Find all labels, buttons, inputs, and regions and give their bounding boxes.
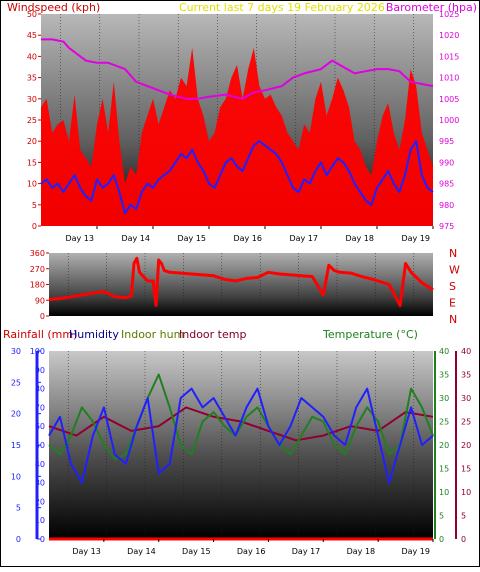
temperature-axis-title: Temperature (°C) <box>322 328 418 341</box>
wind-left-tick-label: 30 <box>27 95 37 104</box>
direction-left-tick-label: 270 <box>30 265 45 274</box>
wind-right-tick-label: 1020 <box>439 31 459 40</box>
humidity-tick-label: 100 <box>30 347 45 356</box>
humidity-tick-label: 0 <box>40 535 45 544</box>
rain-tick-label: 20 <box>11 410 21 419</box>
windspeed-area <box>41 47 433 227</box>
wind-xtick-label: Day 18 <box>345 234 374 243</box>
wind-left-tick-label: 45 <box>27 31 37 40</box>
temp-xtick-label: Day 13 <box>72 547 101 556</box>
wind-left-tick-label: 40 <box>27 52 37 61</box>
gust-line <box>40 140 434 215</box>
humidity-line <box>48 387 434 484</box>
humidity-tick-label: 90 <box>35 366 45 375</box>
temp-tick-label-b: 35 <box>461 371 471 380</box>
wind-left-tick-label: 15 <box>27 158 37 167</box>
indoor-hum-title: Indoor hum <box>121 328 184 341</box>
temp-tick-label-b: 30 <box>461 394 471 403</box>
temp-tick-label-a: 35 <box>439 371 449 380</box>
temp-tick-label-a: 40 <box>439 347 449 356</box>
wind-right-tick-label: 985 <box>439 180 454 189</box>
wind-left-tick-label: 35 <box>27 74 37 83</box>
wind-left-tick-label: 50 <box>27 10 37 19</box>
wind-right-tick-label: 1025 <box>439 10 459 19</box>
humidity-tick-label: 40 <box>35 460 45 469</box>
wind-left-tick-label: 20 <box>27 137 37 146</box>
wind-right-tick-label: 990 <box>439 158 454 167</box>
wind-xtick-label: Day 15 <box>177 234 206 243</box>
rain-tick-label: 15 <box>11 441 21 450</box>
barometer-line <box>41 38 434 100</box>
humidity-axis-title: Humidity <box>69 328 119 341</box>
temp-tick-label-a: 25 <box>439 418 449 427</box>
direction-letter: N <box>449 313 457 326</box>
rain-tick-label: 5 <box>16 504 21 513</box>
temp-xtick-label: Day 14 <box>127 547 156 556</box>
indoor-temp-title: Indoor temp <box>179 328 246 341</box>
temperature-line <box>48 373 434 461</box>
wind-right-tick-label: 1005 <box>439 95 459 104</box>
wind-xtick-label: Day 14 <box>121 234 150 243</box>
direction-left-tick-label: 180 <box>30 281 45 290</box>
direction-letter: E <box>449 297 456 310</box>
wind-left-tick-label: 0 <box>32 222 37 231</box>
wind-left-tick-label: 25 <box>27 116 37 125</box>
temp-xtick-label: Day 17 <box>292 547 321 556</box>
wind-xtick-label: Day 16 <box>233 234 262 243</box>
temp-tick-label-b: 15 <box>461 465 471 474</box>
humidity-tick-label: 30 <box>35 479 45 488</box>
wind-xtick-label: Day 13 <box>65 234 94 243</box>
chart-title: Current last 7 days 19 February 2026 <box>179 1 385 14</box>
direction-left-tick-label: 90 <box>35 296 45 305</box>
wind-right-tick-label: 980 <box>439 201 454 210</box>
rain-tick-label: 30 <box>11 347 21 356</box>
temp-tick-label-a: 0 <box>439 535 444 544</box>
humidity-tick-label: 10 <box>35 516 45 525</box>
humidity-tick-label: 80 <box>35 385 45 394</box>
temp-tick-label-a: 20 <box>439 441 449 450</box>
wind-right-tick-label: 1015 <box>439 52 459 61</box>
rain-axis-title: Rainfall (mm) <box>3 328 77 341</box>
rain-tick-label: 25 <box>11 378 21 387</box>
temp-tick-label-b: 20 <box>461 441 471 450</box>
wind-left-tick-label: 5 <box>32 201 37 210</box>
wind-right-tick-label: 975 <box>439 222 454 231</box>
temp-xtick-label: Day 16 <box>237 547 266 556</box>
direction-left-tick-label: 0 <box>40 312 45 321</box>
temp-tick-label-a: 30 <box>439 394 449 403</box>
humidity-tick-label: 60 <box>35 422 45 431</box>
temp-tick-label-a: 15 <box>439 465 449 474</box>
wind-right-tick-label: 995 <box>439 137 454 146</box>
direction-panel-bg <box>49 253 433 316</box>
temp-xtick-label: Day 15 <box>182 547 211 556</box>
humidity-tick-label: 20 <box>35 497 45 506</box>
wind-axis-title: Windspeed (kph) <box>7 1 100 14</box>
wind-right-tick-label: 1010 <box>439 74 459 83</box>
direction-letter: W <box>449 264 460 277</box>
wind-xtick-label: Day 17 <box>289 234 318 243</box>
temp-tick-label-b: 40 <box>461 347 471 356</box>
wind-xtick-label: Day 19 <box>401 234 430 243</box>
humidity-tick-label: 70 <box>35 403 45 412</box>
rain-tick-label: 10 <box>11 472 21 481</box>
temp-tick-label-b: 25 <box>461 418 471 427</box>
temp-tick-label-a: 10 <box>439 488 449 497</box>
direction-letter: N <box>449 247 457 260</box>
temp-tick-label-b: 5 <box>461 512 466 521</box>
temp-tick-label-b: 0 <box>461 535 466 544</box>
humidity-tick-label: 50 <box>35 441 45 450</box>
temp-xtick-label: Day 19 <box>401 547 430 556</box>
temp-xtick-label: Day 18 <box>347 547 376 556</box>
rain-tick-label: 0 <box>16 535 21 544</box>
temp-tick-label-b: 10 <box>461 488 471 497</box>
direction-letter: S <box>449 280 456 293</box>
direction-line <box>48 256 434 307</box>
wind-right-tick-label: 1000 <box>439 116 459 125</box>
wind-left-tick-label: 10 <box>27 180 37 189</box>
temp-tick-label-a: 5 <box>439 512 444 521</box>
direction-left-tick-label: 360 <box>30 249 45 258</box>
barometer-axis-title: Barometer (hpa) <box>386 1 477 14</box>
